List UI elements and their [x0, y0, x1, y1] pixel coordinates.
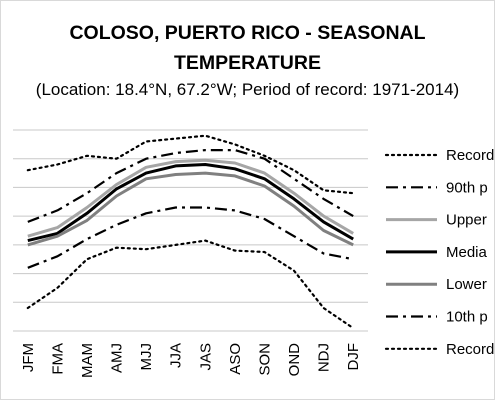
- legend-label-3: Media: [446, 244, 488, 261]
- x-tick-label-2: MAM: [79, 343, 96, 378]
- x-tick-label-6: JAS: [197, 343, 214, 371]
- series-line-3: [27, 163, 354, 243]
- x-tick-label-3: AMJ: [109, 343, 126, 373]
- chart-title-line-2: TEMPERATURE: [174, 52, 321, 74]
- x-tick-label-5: JJA: [168, 343, 185, 368]
- legend-label-5: 10th p: [446, 309, 488, 326]
- legend-label-6: Record: [446, 341, 494, 358]
- series-line-5: [27, 206, 354, 269]
- legend-label-2: Upper: [446, 212, 487, 229]
- chart-title-line-1: COLOSO, PUERTO RICO - SEASONAL: [69, 22, 426, 44]
- legend-label-0: Record: [446, 147, 494, 164]
- legend: Record 90th p Upper Media Lower 10th p Record: [384, 147, 494, 358]
- x-tick-labels: JFM FMA MAM AMJ MJJ JJA JAS ASO SON OND NDJ DJF: [20, 343, 362, 378]
- series-line-2: [27, 158, 354, 238]
- legend-label-4: Lower: [446, 276, 487, 293]
- x-tick-label-4: MJJ: [138, 343, 155, 371]
- chart-title: COLOSO, PUERTO RICO - SEASONAL TEMPERATU…: [0, 18, 495, 78]
- x-tick-label-7: ASO: [227, 343, 244, 375]
- x-tick-label-8: SON: [256, 343, 273, 376]
- x-tick-label-0: JFM: [20, 343, 37, 372]
- series-line-4: [27, 171, 354, 247]
- chart-subtitle: (Location: 18.4°N, 67.2°W; Period of rec…: [35, 80, 460, 99]
- series-line-6: [26, 239, 355, 330]
- legend-label-1: 90th p: [446, 179, 488, 196]
- series-lines: [26, 134, 355, 330]
- series-line-0: [26, 134, 355, 195]
- x-tick-label-9: OND: [286, 343, 303, 377]
- series-line-1: [27, 149, 354, 223]
- x-tick-label-11: DJF: [345, 343, 362, 371]
- x-tick-label-10: NDJ: [316, 343, 333, 372]
- x-tick-label-1: FMA: [49, 343, 66, 375]
